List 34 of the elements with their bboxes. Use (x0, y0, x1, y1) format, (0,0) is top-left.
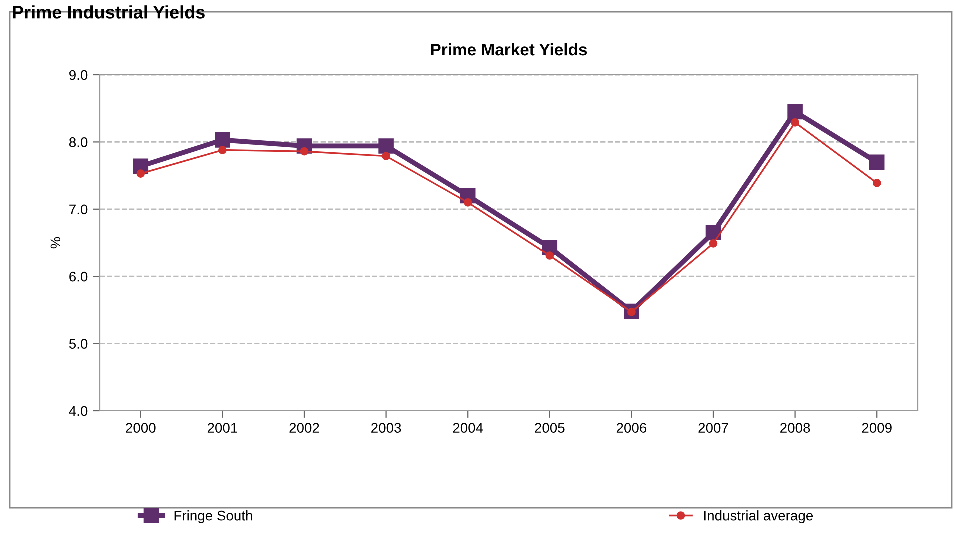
y-tick-label: 8.0 (69, 138, 88, 148)
point (546, 252, 554, 260)
point (791, 118, 800, 127)
chart-title: Prime Market Yields (431, 43, 588, 56)
x-tick-label: 2001 (208, 423, 238, 434)
legend-label: Fringe South (174, 510, 252, 524)
point (300, 147, 309, 156)
legend-label: Industrial average (704, 510, 814, 524)
point (709, 240, 718, 248)
y-tick-label: 6.0 (70, 272, 88, 282)
point (215, 132, 230, 148)
x-tick-label: 2006 (616, 423, 647, 434)
x-tick-label: 2005 (535, 423, 565, 434)
y-axis-title: % (50, 237, 61, 249)
point (136, 170, 146, 178)
x-tick-label: 2007 (698, 423, 728, 434)
y-tick-label: 4.0 (69, 406, 88, 416)
point (869, 154, 885, 170)
x-tick-label: 2003 (372, 423, 402, 434)
y-tick-label: 7.0 (70, 204, 88, 215)
y-tick-label: 9.0 (70, 70, 88, 80)
point (788, 104, 803, 120)
point (872, 179, 882, 188)
point (382, 152, 390, 160)
y-tick-label: 5.0 (69, 339, 88, 349)
x-tick-label: 2009 (862, 423, 892, 434)
chart-subtitle: Prime Industrial Yields (13, 6, 205, 19)
x-tick-label: 2004 (453, 423, 484, 434)
point (378, 138, 394, 154)
x-tick-label: 2008 (780, 423, 810, 434)
x-tick-label: 2002 (290, 423, 320, 434)
x-tick-label: 2000 (126, 423, 156, 434)
point (218, 146, 227, 154)
point (464, 198, 472, 207)
